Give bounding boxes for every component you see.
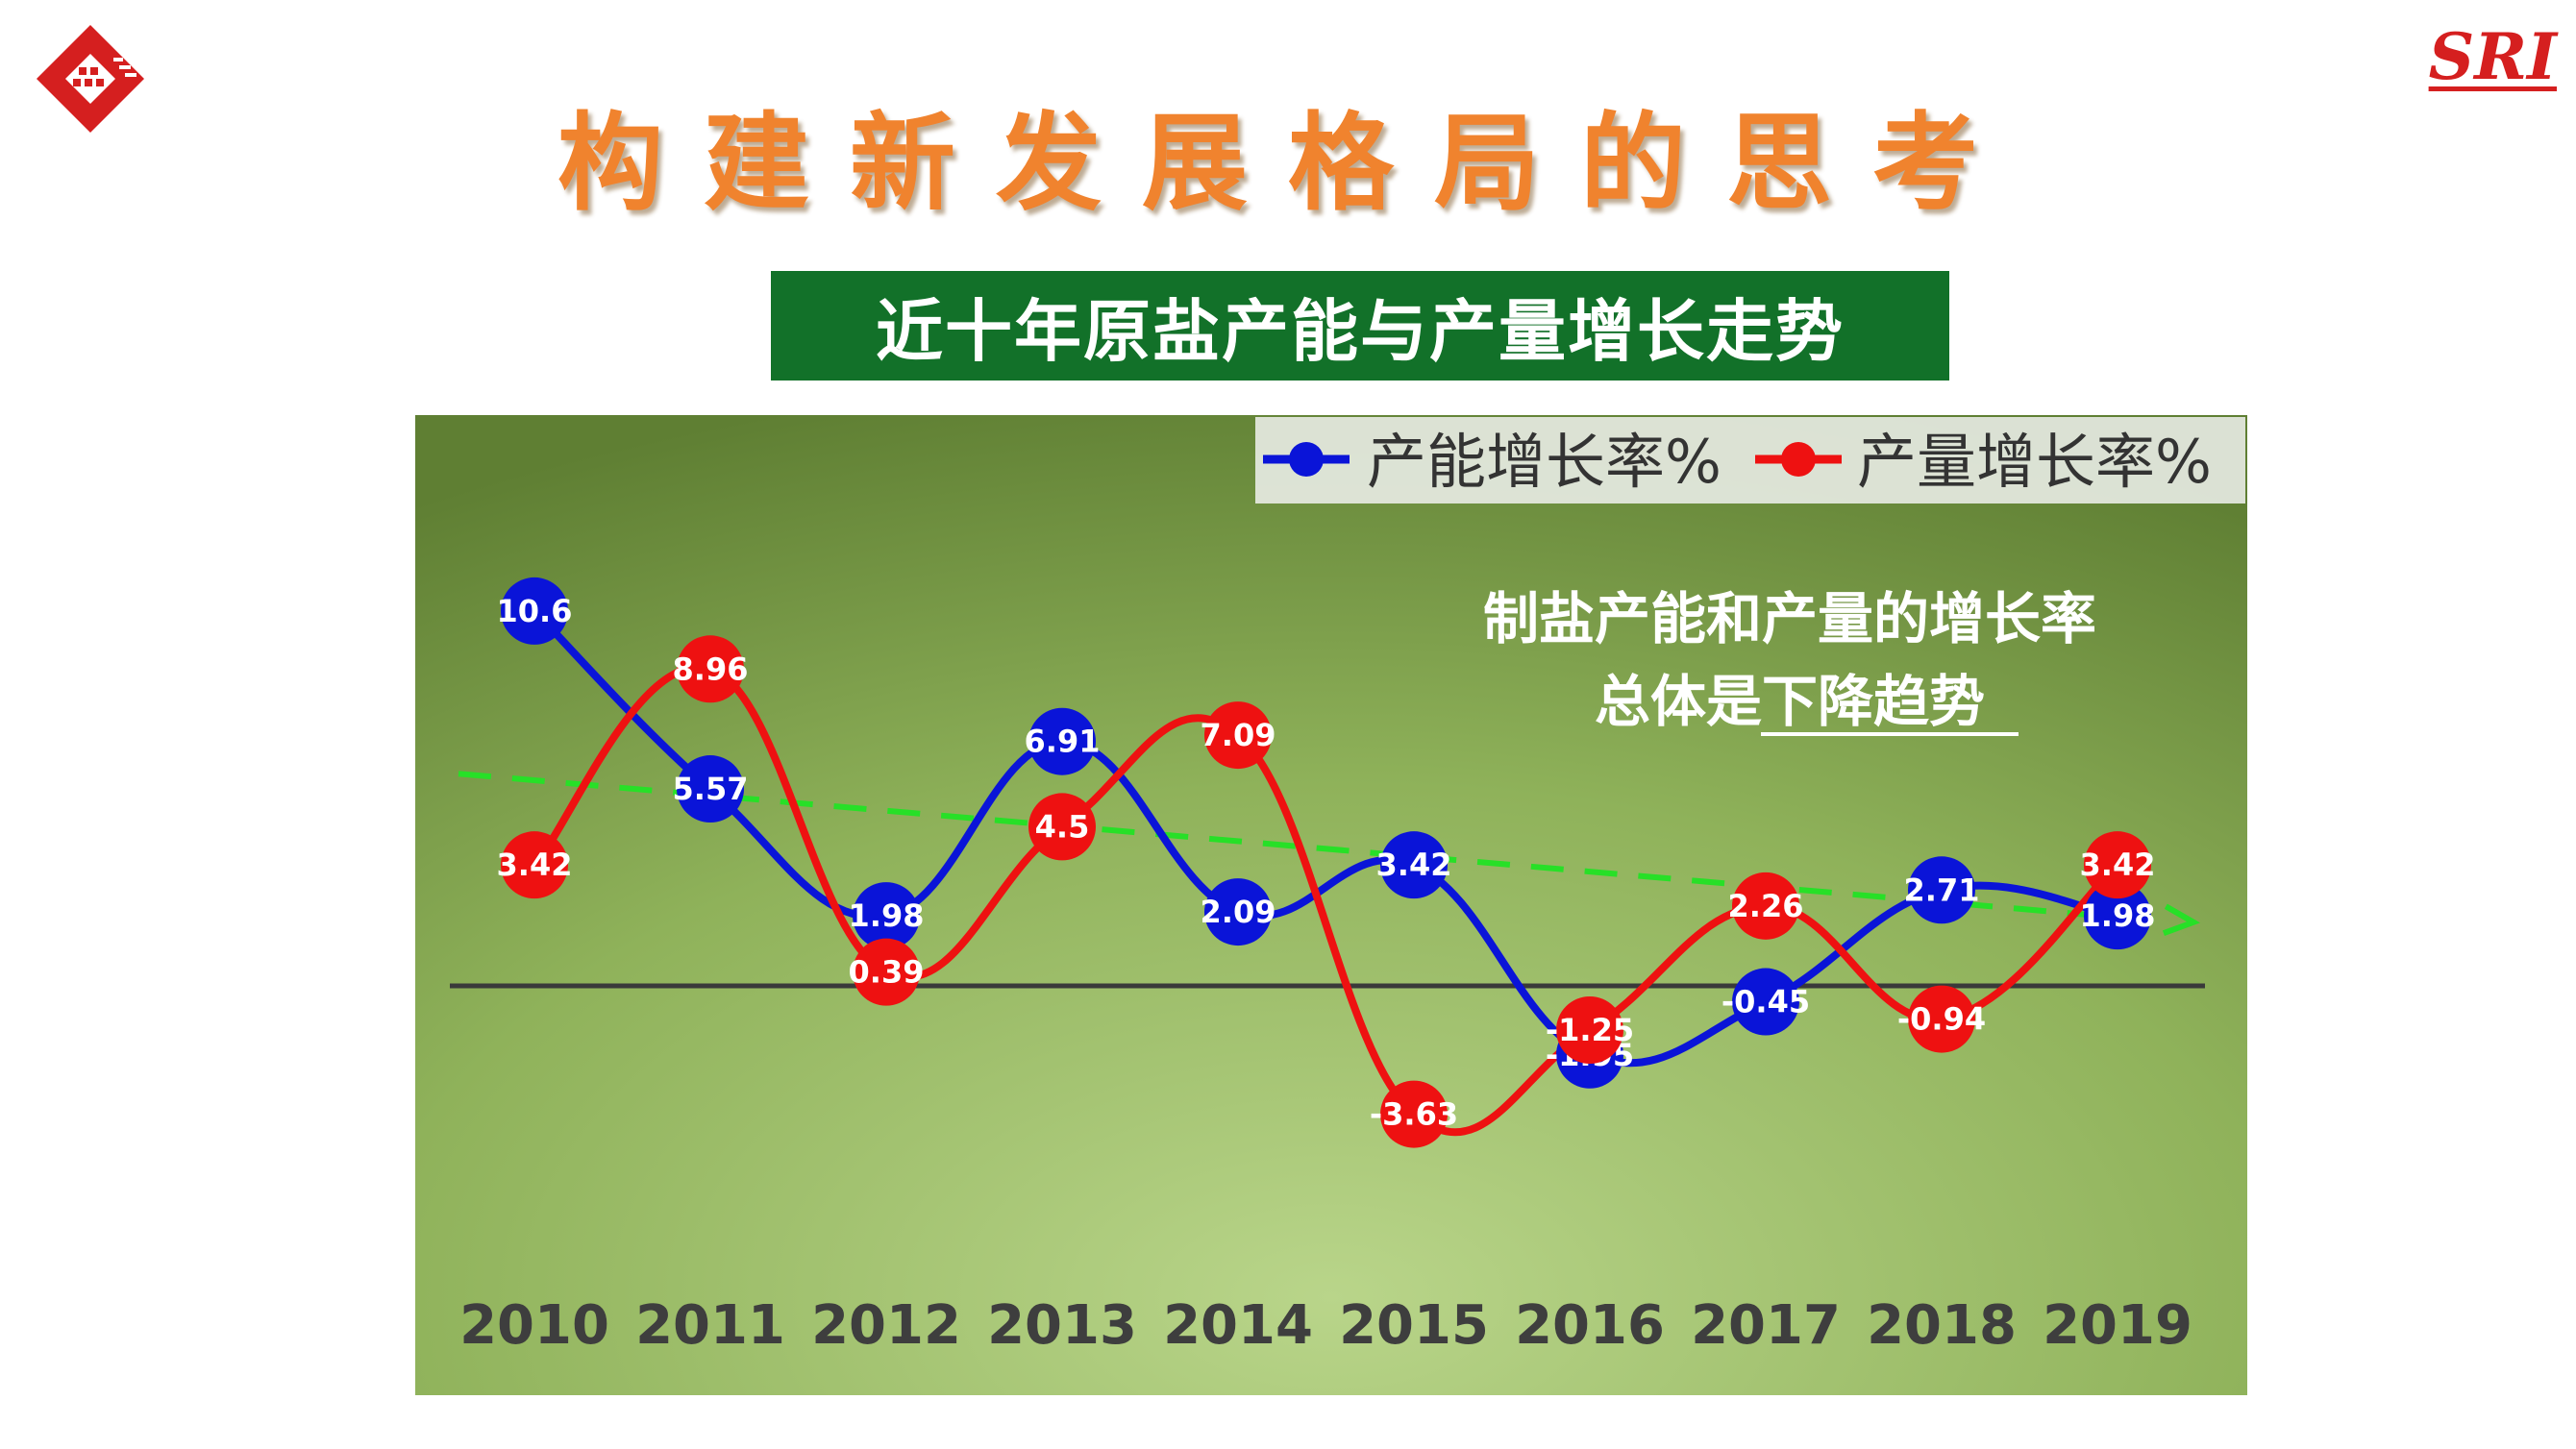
series-output-line [531, 663, 2120, 1137]
trend-line [458, 771, 2175, 925]
capacity-point-2014 [1204, 878, 1272, 946]
legend-output-label: 产量增长率% [1857, 427, 2212, 497]
output-point-2018 [1908, 985, 1975, 1053]
capacity-data-label-2012: 1.98 [849, 897, 925, 934]
output-data-label-2012: 0.39 [849, 954, 925, 991]
capacity-point-2017 [1732, 968, 1799, 1036]
output-point-2015 [1380, 1080, 1448, 1148]
x-tick-label-2015: 2015 [1339, 1294, 1489, 1357]
output-point-2017 [1732, 872, 1799, 940]
output-data-label-2013: 4.5 [1035, 808, 1090, 845]
capacity-data-label-2019: 1.98 [2080, 897, 2156, 934]
output-data-label-2015: -3.63 [1370, 1096, 1458, 1133]
series-capacity-line [532, 608, 2118, 1068]
output-point-2013 [1028, 793, 1096, 861]
capacity-point-2018 [1908, 856, 1975, 924]
legend-capacity-label: 产能增长率% [1367, 427, 1721, 497]
capacity-data-label-2018: 2.71 [1904, 872, 1980, 908]
output-data-label-2011: 8.96 [673, 651, 749, 687]
legend-output-marker-icon [1781, 442, 1816, 477]
annotation-line1: 制盐产能和产量的增长率 [1483, 586, 2096, 651]
capacity-point-2012 [853, 882, 920, 950]
chart-title: 近十年原盐产能与产量增长走势 [771, 271, 1949, 381]
x-tick-label-2017: 2017 [1691, 1294, 1841, 1357]
output-data-label-2018: -0.94 [1897, 1001, 1986, 1038]
capacity-point-2015 [1380, 831, 1448, 899]
capacity-data-label-2010: 10.6 [497, 593, 573, 629]
x-tick-label-2011: 2011 [635, 1294, 785, 1357]
x-tick-label-2019: 2019 [2043, 1294, 2192, 1357]
annotation-line2: 总体是下降趋势 [1595, 669, 1985, 734]
output-data-label-2010: 3.42 [497, 847, 573, 883]
x-tick-label-2010: 2010 [459, 1294, 609, 1357]
capacity-point-2011 [677, 755, 744, 823]
x-tick-label-2016: 2016 [1515, 1294, 1665, 1357]
output-data-label-2019: 3.42 [2080, 847, 2156, 883]
output-point-2012 [853, 938, 920, 1006]
x-tick-label-2013: 2013 [987, 1294, 1137, 1357]
page-title: 构建新发展格局的思考 [557, 102, 2019, 225]
brand-text: SRI [2428, 19, 2557, 94]
output-point-2011 [677, 635, 744, 703]
trend-arrow-icon [2162, 903, 2201, 936]
output-data-label-2014: 7.09 [1201, 717, 1276, 753]
chart-title-text: 近十年原盐产能与产量增长走势 [876, 291, 1845, 371]
output-point-2010 [501, 831, 568, 899]
x-tick-label-2014: 2014 [1163, 1294, 1313, 1357]
capacity-data-label-2017: -0.45 [1721, 984, 1810, 1020]
output-point-2014 [1204, 701, 1272, 770]
x-tick-label-2012: 2012 [811, 1294, 961, 1357]
capacity-data-label-2011: 5.57 [673, 771, 749, 807]
capacity-data-label-2014: 2.09 [1201, 894, 1276, 930]
legend: 产能增长率% 产量增长率% [1255, 417, 2245, 503]
company-logo-icon [37, 25, 144, 133]
output-data-label-2016: -1.25 [1546, 1012, 1634, 1048]
x-tick-label-2018: 2018 [1867, 1294, 2017, 1357]
capacity-data-label-2013: 6.91 [1025, 724, 1101, 760]
output-data-label-2017: 2.26 [1728, 888, 1804, 924]
legend-capacity-marker-icon [1289, 442, 1324, 477]
output-point-2016 [1556, 996, 1623, 1064]
capacity-point-2019 [2084, 882, 2151, 950]
capacity-point-2013 [1028, 707, 1096, 775]
growth-line-chart: 产能增长率% 产量增长率% 制盐产能和产量的增长率 总体是下降趋势 10.6 5.… [415, 415, 2247, 1395]
output-point-2019 [2084, 831, 2151, 899]
capacity-point-2010 [501, 577, 568, 645]
capacity-data-label-2015: 3.42 [1376, 847, 1452, 883]
